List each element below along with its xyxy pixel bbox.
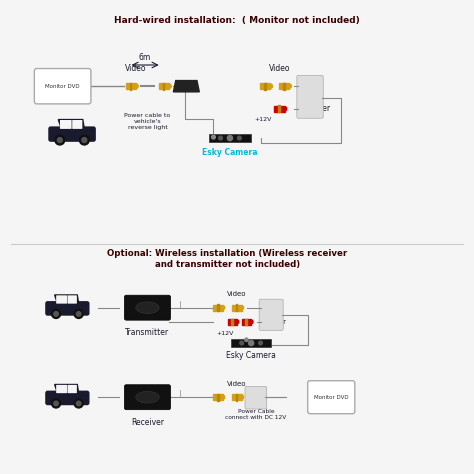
Bar: [126, 83, 136, 89]
Circle shape: [287, 84, 292, 88]
Circle shape: [235, 320, 239, 324]
FancyBboxPatch shape: [67, 295, 77, 304]
Text: Video: Video: [125, 64, 146, 73]
Circle shape: [249, 341, 253, 345]
Circle shape: [259, 341, 263, 345]
Circle shape: [268, 84, 273, 88]
FancyBboxPatch shape: [56, 295, 67, 304]
Bar: [278, 105, 280, 112]
Bar: [130, 82, 131, 90]
FancyBboxPatch shape: [124, 295, 171, 320]
Bar: [246, 319, 247, 325]
Bar: [217, 394, 219, 401]
Circle shape: [57, 137, 62, 143]
Circle shape: [134, 84, 138, 88]
Circle shape: [74, 310, 83, 319]
FancyBboxPatch shape: [35, 69, 91, 104]
Bar: [213, 305, 223, 310]
Bar: [242, 319, 251, 325]
Circle shape: [54, 311, 58, 316]
Text: Power: Power: [265, 319, 286, 325]
FancyBboxPatch shape: [124, 385, 171, 410]
FancyBboxPatch shape: [60, 120, 72, 129]
Circle shape: [52, 310, 61, 319]
Text: Optional: Wireless installation (Wireless receiver
and transmitter not included): Optional: Wireless installation (Wireles…: [108, 249, 348, 269]
Circle shape: [221, 306, 225, 310]
Bar: [163, 82, 164, 90]
Circle shape: [283, 107, 287, 111]
Bar: [159, 83, 169, 89]
Circle shape: [240, 341, 244, 345]
Bar: [279, 83, 289, 89]
Text: Monitor DVD: Monitor DVD: [46, 84, 80, 89]
Bar: [213, 394, 223, 400]
Circle shape: [249, 320, 253, 324]
Bar: [264, 82, 266, 90]
FancyBboxPatch shape: [67, 385, 77, 393]
FancyBboxPatch shape: [308, 381, 355, 414]
Polygon shape: [55, 295, 79, 303]
Bar: [236, 394, 237, 401]
Text: Receiver: Receiver: [131, 419, 164, 428]
Circle shape: [240, 395, 244, 399]
Text: +12V: +12V: [254, 117, 272, 122]
Bar: [260, 83, 271, 89]
Polygon shape: [173, 81, 199, 92]
Circle shape: [167, 84, 171, 88]
Circle shape: [219, 136, 222, 140]
Ellipse shape: [136, 302, 159, 313]
Circle shape: [55, 135, 65, 145]
Circle shape: [245, 338, 248, 341]
Circle shape: [74, 399, 83, 408]
Bar: [232, 394, 242, 400]
Bar: [236, 304, 237, 311]
FancyBboxPatch shape: [45, 391, 90, 405]
Text: Video: Video: [227, 381, 247, 387]
FancyBboxPatch shape: [48, 127, 96, 142]
Circle shape: [82, 137, 87, 143]
Text: Esky Camera: Esky Camera: [202, 148, 258, 157]
Polygon shape: [58, 119, 84, 129]
Ellipse shape: [136, 392, 159, 403]
Text: Video: Video: [269, 64, 290, 73]
Bar: [209, 134, 251, 142]
Text: +12V: +12V: [217, 331, 234, 336]
Text: Esky Camera: Esky Camera: [226, 351, 276, 360]
Polygon shape: [55, 384, 79, 393]
Text: Monitor DVD: Monitor DVD: [314, 395, 348, 400]
Text: Hard-wired installation:  ( Monitor not included): Hard-wired installation: ( Monitor not i…: [114, 16, 360, 25]
Bar: [274, 106, 284, 112]
Circle shape: [237, 136, 241, 140]
Text: Transmitter: Transmitter: [126, 328, 170, 337]
FancyBboxPatch shape: [245, 386, 267, 409]
Circle shape: [248, 340, 254, 346]
Text: Power Cable
connect with DC 12V: Power Cable connect with DC 12V: [225, 409, 286, 420]
Bar: [283, 82, 285, 90]
Bar: [228, 319, 237, 325]
Bar: [231, 319, 233, 325]
FancyBboxPatch shape: [45, 301, 90, 316]
Text: Power: Power: [308, 104, 331, 113]
Circle shape: [240, 306, 244, 310]
Text: Power cable to
vehicle's
reverse light: Power cable to vehicle's reverse light: [124, 113, 171, 130]
Circle shape: [228, 136, 233, 141]
Circle shape: [76, 311, 81, 316]
Bar: [217, 304, 219, 311]
Circle shape: [52, 399, 61, 408]
Text: 6m: 6m: [139, 53, 151, 62]
FancyBboxPatch shape: [56, 385, 67, 393]
Circle shape: [211, 135, 215, 139]
Circle shape: [54, 401, 58, 406]
Circle shape: [221, 395, 225, 399]
Circle shape: [76, 401, 81, 406]
FancyBboxPatch shape: [297, 75, 323, 118]
Bar: [232, 305, 242, 310]
Text: Video: Video: [227, 292, 247, 297]
FancyBboxPatch shape: [259, 299, 283, 330]
Circle shape: [228, 136, 232, 140]
Circle shape: [80, 135, 89, 145]
Bar: [231, 339, 271, 347]
FancyBboxPatch shape: [72, 120, 82, 129]
